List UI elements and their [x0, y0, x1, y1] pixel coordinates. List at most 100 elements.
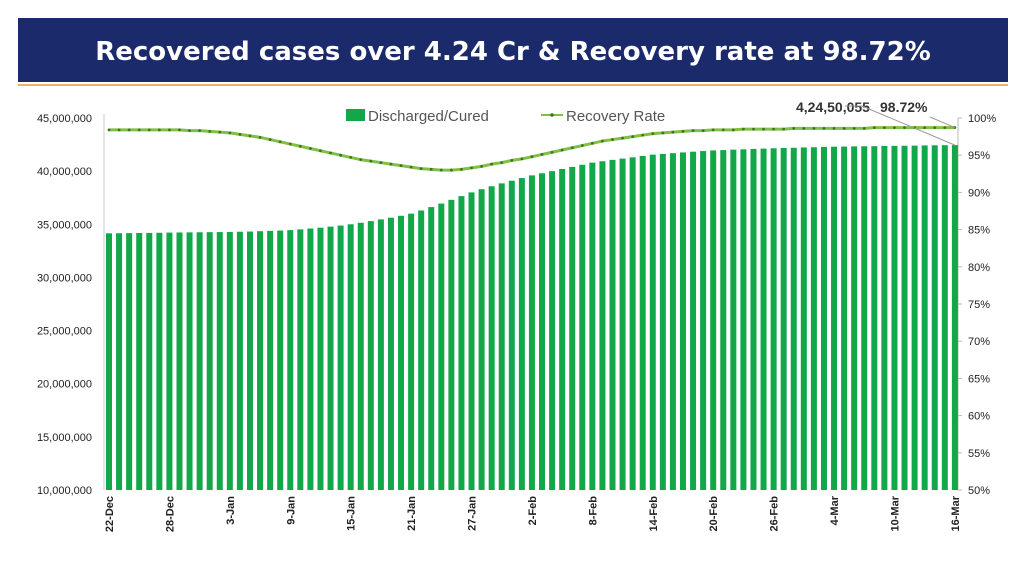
bar-discharged — [126, 233, 133, 490]
last-rate-leader-line — [929, 116, 956, 128]
bar-discharged — [337, 225, 344, 490]
bar-discharged — [549, 171, 556, 490]
recovery-rate-point — [258, 135, 262, 139]
bar-discharged — [579, 164, 586, 490]
recovery-rate-point — [520, 157, 524, 161]
recovery-rate-point — [570, 146, 574, 150]
x-tick-label: 15-Jan — [346, 496, 358, 531]
bar-discharged — [629, 157, 636, 490]
bar-discharged — [609, 159, 616, 490]
recovery-rate-point — [137, 128, 141, 132]
recovery-rate-point — [832, 127, 836, 130]
recovery-rate-point — [198, 129, 202, 133]
bar-discharged — [166, 232, 173, 491]
bar-discharged — [559, 169, 566, 490]
x-tick-label: 28-Dec — [164, 496, 176, 532]
recovery-rate-point — [480, 164, 483, 168]
bar-discharged — [398, 215, 405, 491]
bar-discharged — [216, 232, 223, 491]
recovery-rate-point — [500, 161, 504, 165]
bar-discharged — [700, 151, 707, 490]
bar-discharged — [387, 217, 394, 491]
recovery-rate-point — [490, 162, 494, 166]
right-tick-label: 95% — [968, 150, 990, 162]
legend: Discharged/Cured Recovery Rate — [346, 108, 665, 125]
recovery-rate-point — [540, 153, 544, 156]
recovery-rate-point — [117, 128, 121, 132]
recovery-rate-point — [661, 131, 665, 135]
recovery-rate-point — [359, 158, 363, 162]
recovery-rate-point — [621, 136, 624, 140]
bar-discharged — [851, 146, 858, 490]
recovery-rate-point — [339, 153, 343, 157]
right-tick-label: 85% — [968, 225, 990, 237]
recovery-rate-point — [550, 150, 554, 154]
legend-label-recovery-rate: Recovery Rate — [566, 108, 665, 125]
recovery-rate-point — [449, 168, 453, 172]
recovery-rate-point — [903, 126, 906, 130]
recovery-rate-point — [107, 128, 111, 132]
recovery-rate-point — [439, 168, 443, 172]
recovery-rate-point — [329, 151, 332, 155]
recovery-rate-point — [268, 138, 272, 141]
recovery-rate-point — [852, 127, 856, 130]
bar-discharged — [136, 233, 143, 490]
bar-discharged — [589, 162, 596, 490]
recovery-rate-point — [742, 127, 745, 131]
recovery-rate-point — [943, 126, 947, 130]
last-rate-label: 98.72% — [880, 99, 928, 115]
x-axis: 22-Dec 28-Dec 3-Jan 9-Jan 15-Jan 21-Jan 27-Jan… — [104, 495, 962, 532]
right-axis: 50% 55% 60% 65% 70% 75% 80% 85% 90% 95% 100% — [957, 113, 996, 497]
recovery-rate-point — [601, 139, 604, 143]
recovery-rate-point — [429, 167, 433, 171]
left-tick-label: 35,000,000 — [37, 219, 92, 231]
bar-discharged — [347, 224, 354, 491]
bar-discharged — [377, 219, 384, 490]
x-tick-label: 3-Jan — [225, 496, 237, 525]
recovery-rate-point — [893, 126, 896, 130]
recovery-rate-point — [389, 162, 393, 166]
x-tick-label: 22-Dec — [104, 496, 116, 532]
bar-discharged — [287, 230, 294, 491]
bar-discharged — [307, 228, 314, 490]
recovery-rate-point — [208, 129, 212, 133]
bar-discharged — [468, 192, 475, 490]
recovery-rate-point — [842, 127, 846, 130]
x-tick-label: 9-Jan — [285, 496, 297, 525]
recovery-rate-point — [399, 164, 403, 168]
recovery-rate-point — [762, 127, 765, 131]
bar-discharged — [800, 147, 807, 490]
recovery-rate-point — [641, 133, 645, 137]
right-tick-label: 65% — [968, 373, 990, 385]
bar-discharged — [206, 232, 213, 490]
recovery-rate-point — [691, 129, 695, 133]
left-tick-label: 20,000,000 — [37, 379, 92, 391]
bar-discharged — [106, 233, 112, 490]
bar-discharged — [730, 149, 737, 490]
bar-discharged — [257, 231, 264, 491]
right-tick-label: 75% — [968, 299, 990, 311]
chart-title: Recovered cases over 4.24 Cr & Recovery … — [95, 37, 931, 67]
recovery-rate-point — [369, 159, 373, 163]
bar-discharged — [841, 146, 848, 490]
bar-discharged — [619, 158, 626, 490]
bar-discharged — [226, 231, 233, 490]
x-tick-label: 27-Jan — [467, 496, 479, 531]
bar-discharged — [498, 183, 505, 490]
recovery-rate-point — [228, 131, 232, 135]
recovery-rate-point — [309, 147, 312, 150]
right-tick-label: 50% — [968, 485, 990, 497]
recovery-rate-point — [298, 144, 302, 148]
right-tick-label: 80% — [968, 262, 990, 274]
bar-discharged — [750, 148, 757, 490]
recovery-rate-point — [923, 126, 927, 130]
recovery-rate-point — [631, 135, 635, 139]
recovery-rate-point — [218, 130, 222, 134]
recovery-rate-point — [178, 128, 181, 132]
bar-discharged — [528, 175, 535, 490]
x-tick-label: 2-Feb — [527, 496, 539, 526]
bar-discharged — [408, 213, 415, 490]
left-tick-label: 25,000,000 — [37, 326, 92, 338]
recovery-rate-point — [812, 127, 816, 130]
bar-discharged — [186, 232, 193, 490]
